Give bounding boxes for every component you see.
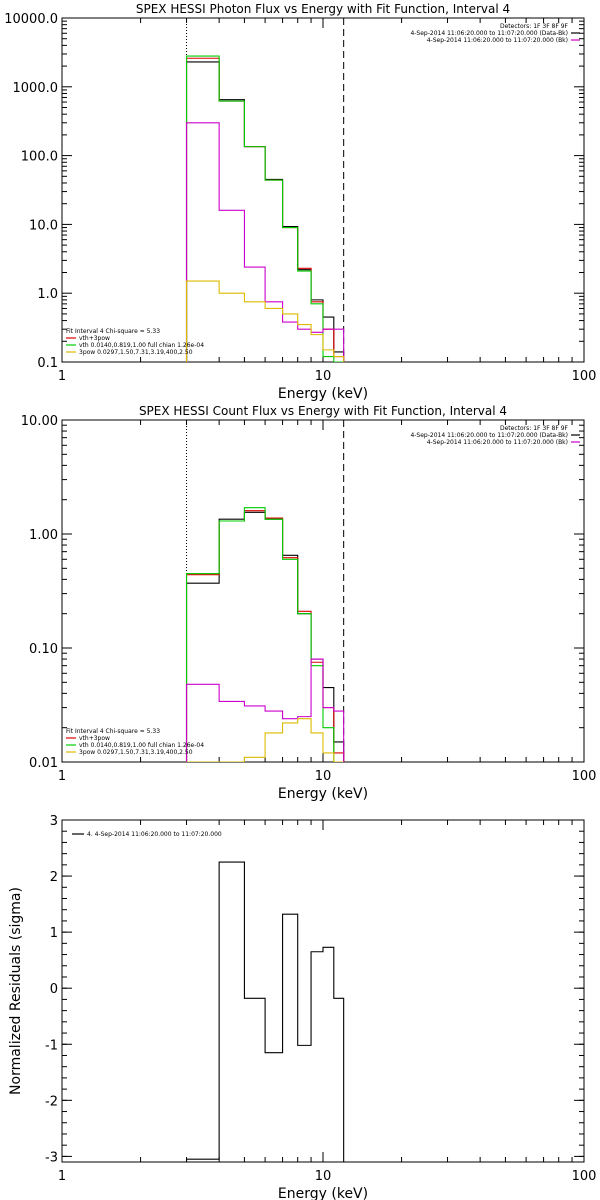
legend-item-0: 4. 4-Sep-2014 11:06:20.000 to 11:07:20.0… xyxy=(87,831,222,838)
y-tick-label: -1 xyxy=(45,1038,58,1053)
legend-item-1: vth 0.0140,0.819,1.00 full chian 1.26e-0… xyxy=(79,742,204,749)
info-line-0: Detectors: 1F 3F 8F 9F xyxy=(500,23,569,30)
legend-item-0: vth+3pow xyxy=(79,735,110,742)
series-0-line xyxy=(185,61,345,362)
y-tick-label: 3 xyxy=(50,814,58,829)
x-tick-label: 100 xyxy=(572,369,597,384)
y-tick-label: 1.00 xyxy=(29,528,58,543)
legend-item-2: 3pow 0.0297,1.50,7.31,3.19,400,2.50 xyxy=(79,349,193,356)
info-line-1: 4-Sep-2014 11:06:20.000 to 11:07:20.000 … xyxy=(410,30,568,37)
x-tick-label: 100 xyxy=(572,769,597,784)
y-tick-label: 1.0 xyxy=(37,287,58,302)
y-tick-label: 100.0 xyxy=(21,150,58,165)
series-0-line xyxy=(185,511,345,762)
series-2-line xyxy=(185,507,344,762)
x-tick-label: 1 xyxy=(58,369,66,384)
y-axis-label: Normalized Residuals (sigma) xyxy=(8,887,24,1095)
info-line-2: 4-Sep-2014 11:06:20.000 to 11:07:20.000 … xyxy=(427,439,568,446)
series-4-line xyxy=(186,718,344,762)
x-tick-label: 1 xyxy=(58,1169,66,1184)
data-layer xyxy=(185,861,345,1162)
y-tick-label: -3 xyxy=(45,1150,58,1165)
chart-title: SPEX HESSI Photon Flux vs Energy with Fi… xyxy=(136,2,510,16)
series-0-line xyxy=(185,861,345,1162)
y-tick-label: 10.0 xyxy=(29,218,58,233)
residuals-panel: 1 10 100 -3 -2 -1 0 1 2 3 Energy (keV) Normalized R… xyxy=(8,814,596,1200)
info-line-0: Detectors: 1F 3F 8F 9F xyxy=(500,425,569,432)
series-1-line xyxy=(185,57,345,362)
x-axis-label: Energy (keV) xyxy=(278,1186,368,1200)
y-tick-label: 10.00 xyxy=(21,414,58,429)
data-layer xyxy=(185,55,345,362)
info-line-2: 4-Sep-2014 11:06:20.000 to 11:07:20.000 … xyxy=(427,37,568,44)
count-flux-panel: SPEX HESSI Count Flux vs Energy with Fit… xyxy=(21,404,597,802)
y-tick-label: 0 xyxy=(50,982,58,997)
y-tick-label: 0.10 xyxy=(29,642,58,657)
y-tick-label: 10000.0 xyxy=(4,12,58,27)
y-tick-label: 1000.0 xyxy=(13,81,59,96)
series-4-line xyxy=(185,280,345,362)
series-3-line xyxy=(185,122,345,362)
data-layer xyxy=(185,507,345,762)
legend-item-2: 3pow 0.0297,1.50,7.31,3.19,400,2.50 xyxy=(79,749,193,756)
plot-frame xyxy=(61,819,585,1163)
info-line-1: 4-Sep-2014 11:06:20.000 to 11:07:20.000 … xyxy=(410,432,568,439)
y-tick-label: 1 xyxy=(50,926,58,941)
series-3-line xyxy=(185,658,345,762)
x-tick-label: 10 xyxy=(315,769,332,784)
y-tick-label: 0.1 xyxy=(37,356,58,371)
legend-header: Fit Interval 4 Chi-square = 5.33 xyxy=(66,328,160,335)
x-tick-label: 100 xyxy=(572,1169,597,1184)
series-2-line xyxy=(185,55,344,362)
photon-flux-panel: SPEX HESSI Photon Flux vs Energy with Fi… xyxy=(4,2,596,402)
x-axis-label: Energy (keV) xyxy=(278,786,368,802)
legend-header: Fit Interval 4 Chi-square = 5.33 xyxy=(66,728,160,735)
y-tick-label: 2 xyxy=(50,870,58,885)
x-tick-label: 10 xyxy=(315,369,332,384)
legend-item-0: vth+3pow xyxy=(79,335,110,342)
x-tick-label: 10 xyxy=(315,1169,332,1184)
legend-item-1: vth 0.0140,0.819,1.00 full chian 1.26e-0… xyxy=(79,342,204,349)
series-1-line xyxy=(185,510,345,762)
y-tick-label: -2 xyxy=(45,1094,58,1109)
y-tick-label: 0.01 xyxy=(29,756,58,771)
x-tick-label: 1 xyxy=(58,769,66,784)
chart-title: SPEX HESSI Count Flux vs Energy with Fit… xyxy=(139,404,507,418)
x-axis-label: Energy (keV) xyxy=(278,386,368,402)
